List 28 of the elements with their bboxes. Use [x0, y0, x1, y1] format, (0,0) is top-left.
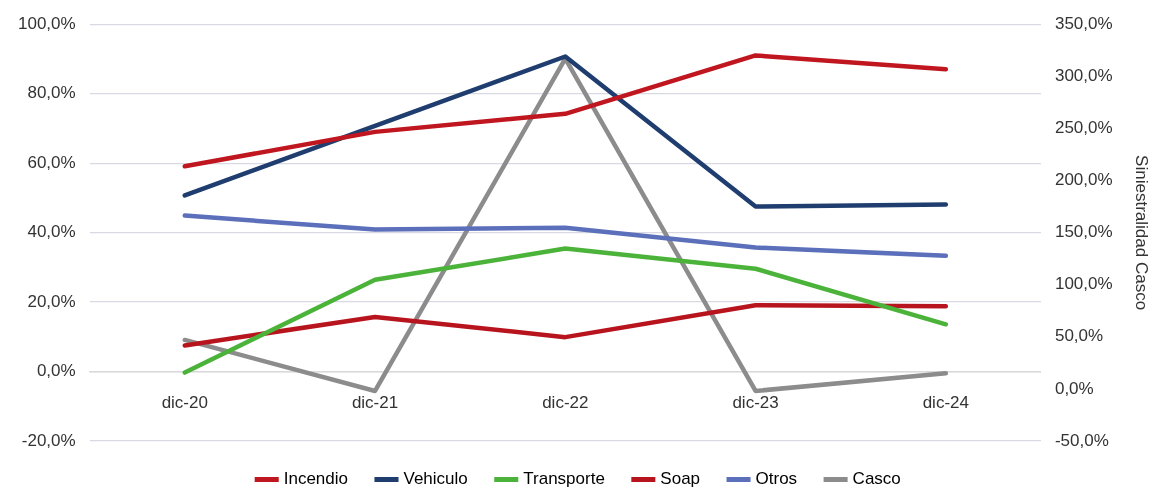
legend-label: Otros	[755, 469, 798, 489]
y-tick-label: 80,0%	[27, 83, 76, 103]
y2-tick-label: -50,0%	[1054, 430, 1109, 450]
y2-tick-label: 350,0%	[1054, 13, 1113, 33]
y-tick-label: 0,0%	[36, 361, 76, 381]
y2-tick-label: 100,0%	[1054, 274, 1113, 294]
x-tick-label: dic-23	[732, 393, 779, 413]
y2-tick-label: 250,0%	[1054, 118, 1113, 138]
x-tick-label: dic-20	[161, 393, 208, 413]
y-tick-label: 40,0%	[27, 222, 76, 242]
legend-label: Soap	[660, 469, 701, 489]
legend-label: Vehiculo	[403, 469, 468, 489]
legend-label: Transporte	[523, 469, 605, 489]
y-tick-label: -20,0%	[21, 430, 76, 450]
legend-label: Casco	[852, 469, 901, 489]
x-tick-label: dic-21	[351, 393, 399, 413]
y2-tick-label: 50,0%	[1054, 326, 1104, 346]
y2-axis-title: Siniestralidad Casco	[1132, 155, 1152, 311]
y2-tick-label: 150,0%	[1054, 222, 1113, 242]
x-tick-label: dic-22	[542, 393, 589, 413]
y2-tick-label: 300,0%	[1054, 65, 1113, 85]
y-tick-label: 100,0%	[17, 13, 76, 33]
legend-label: Incendio	[283, 469, 348, 489]
y-tick-label: 60,0%	[27, 152, 76, 172]
y2-tick-label: 0,0%	[1054, 378, 1094, 398]
y2-tick-label: 200,0%	[1054, 170, 1113, 190]
y-tick-label: 20,0%	[27, 291, 76, 311]
x-tick-label: dic-24	[922, 393, 969, 413]
